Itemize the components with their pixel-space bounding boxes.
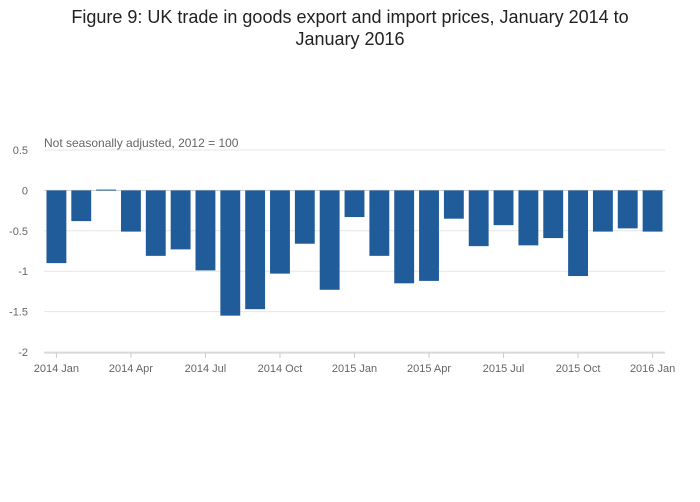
chart-title: Figure 9: UK trade in goods export and i…	[71, 7, 629, 49]
bar	[270, 190, 290, 274]
bar	[195, 190, 216, 271]
bar	[46, 190, 67, 264]
x-tick-label: 2014 Oct	[258, 363, 303, 375]
bar	[493, 190, 514, 226]
bar	[518, 190, 539, 246]
y-tick-label: 0	[22, 185, 28, 197]
y-tick-label: -2	[18, 347, 28, 359]
x-axis-ticks: 2014 Jan 2014 Apr 2014 Jul 2014 Oct 2015 Jan…	[34, 352, 675, 375]
x-tick-label: 2016 Jan	[630, 363, 675, 375]
y-tick-label: -1	[18, 266, 28, 278]
bar	[394, 190, 415, 284]
bar	[369, 190, 390, 256]
bar	[443, 190, 464, 219]
bars	[46, 189, 663, 316]
bar	[245, 190, 266, 310]
bar	[642, 190, 663, 232]
bar	[170, 190, 191, 250]
x-tick-label: 2014 Apr	[109, 363, 153, 375]
bar	[294, 190, 315, 244]
x-tick-label: 2014 Jan	[34, 363, 79, 375]
y-axis-ticks: 0.5 0 -0.5 -1 -1.5 -2	[9, 145, 28, 359]
bar	[145, 190, 166, 256]
x-tick-label: 2015 Jul	[483, 363, 525, 375]
bar	[71, 190, 92, 222]
bar	[543, 190, 564, 239]
y-tick-label: -1.5	[9, 307, 28, 319]
bar	[419, 190, 439, 281]
bar	[592, 190, 613, 232]
bar	[617, 190, 638, 229]
x-tick-label: 2015 Apr	[407, 363, 451, 375]
bar	[96, 189, 117, 191]
x-tick-label: 2015 Jan	[332, 363, 377, 375]
y-tick-label: -0.5	[9, 226, 28, 238]
bar	[121, 190, 141, 232]
bar	[344, 190, 365, 218]
x-tick-label: 2014 Jul	[185, 363, 227, 375]
bar	[220, 190, 241, 316]
chart-subtitle: Not seasonally adjusted, 2012 = 100	[44, 136, 239, 150]
bar	[568, 190, 588, 277]
bar	[468, 190, 489, 247]
y-tick-label: 0.5	[13, 145, 28, 157]
x-tick-label: 2015 Oct	[556, 363, 601, 375]
bar	[319, 190, 340, 290]
